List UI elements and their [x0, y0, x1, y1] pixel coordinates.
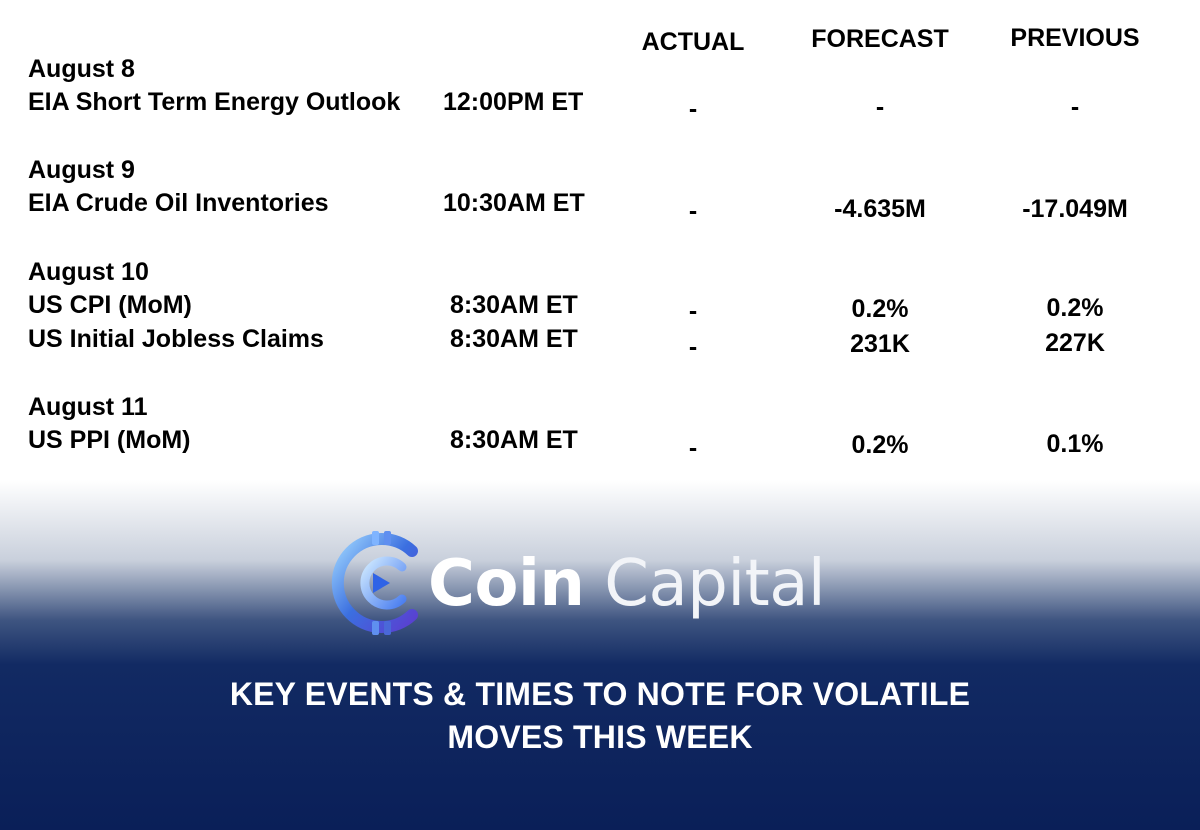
column-header-previous: PREVIOUS: [1010, 24, 1140, 52]
forecast-value: 231K: [850, 330, 910, 358]
event-time: 12:00PM ET: [443, 88, 584, 116]
event-time: 8:30AM ET: [450, 291, 578, 319]
event-name: EIA Crude Oil Inventories: [28, 189, 329, 217]
date-heading: August 10: [28, 258, 149, 286]
column-header-forecast: FORECAST: [811, 25, 949, 53]
actual-value: -: [688, 434, 698, 462]
previous-value: -17.049M: [1022, 195, 1128, 223]
event-name: US Initial Jobless Claims: [28, 325, 324, 353]
coin-capital-logo-icon: [331, 531, 418, 635]
event-time: 8:30AM ET: [450, 325, 578, 353]
actual-value: -: [688, 197, 698, 225]
previous-value: -: [1070, 93, 1080, 121]
logo-word-coin: Coin: [428, 547, 585, 621]
actual-value: -: [688, 297, 698, 325]
event-time: 10:30AM ET: [443, 189, 585, 217]
event-name: EIA Short Term Energy Outlook: [28, 88, 401, 116]
event-name: US CPI (MoM): [28, 291, 192, 319]
coin-capital-logo: Coin Capital: [326, 527, 886, 642]
forecast-value: 0.2%: [851, 431, 909, 459]
date-heading: August 11: [28, 393, 148, 421]
logo-word-capital: Capital: [604, 547, 826, 621]
tagline-line-1: KEY EVENTS & TIMES TO NOTE FOR VOLATILE: [229, 676, 971, 712]
logo-wordmark: Coin Capital: [428, 547, 826, 621]
previous-value: 0.2%: [1046, 294, 1104, 322]
tagline-line-2: MOVES THIS WEEK: [447, 719, 753, 755]
column-header-actual: ACTUAL: [641, 28, 745, 56]
previous-value: 227K: [1045, 329, 1105, 357]
forecast-value: -4.635M: [834, 195, 926, 223]
forecast-value: -: [875, 93, 885, 121]
previous-value: 0.1%: [1046, 430, 1104, 458]
event-name: US PPI (MoM): [28, 426, 191, 454]
actual-value: -: [688, 333, 698, 361]
date-heading: August 9: [28, 156, 135, 184]
date-heading: August 8: [28, 55, 135, 83]
actual-value: -: [688, 95, 698, 123]
event-time: 8:30AM ET: [450, 426, 578, 454]
forecast-value: 0.2%: [851, 295, 909, 323]
